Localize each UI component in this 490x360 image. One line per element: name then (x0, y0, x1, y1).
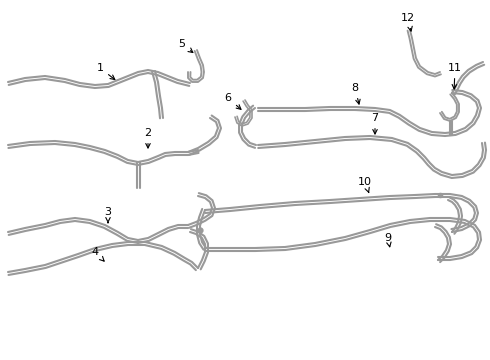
Text: 3: 3 (104, 207, 112, 222)
Text: 12: 12 (401, 13, 415, 31)
Text: 1: 1 (97, 63, 115, 80)
Text: 11: 11 (448, 63, 462, 89)
Text: 5: 5 (178, 39, 193, 53)
Text: 9: 9 (385, 233, 392, 247)
Text: 8: 8 (351, 83, 360, 104)
Text: 6: 6 (224, 93, 241, 109)
Text: 2: 2 (145, 128, 151, 148)
Text: 7: 7 (371, 113, 379, 134)
Text: 4: 4 (92, 247, 104, 261)
Text: 10: 10 (358, 177, 372, 193)
